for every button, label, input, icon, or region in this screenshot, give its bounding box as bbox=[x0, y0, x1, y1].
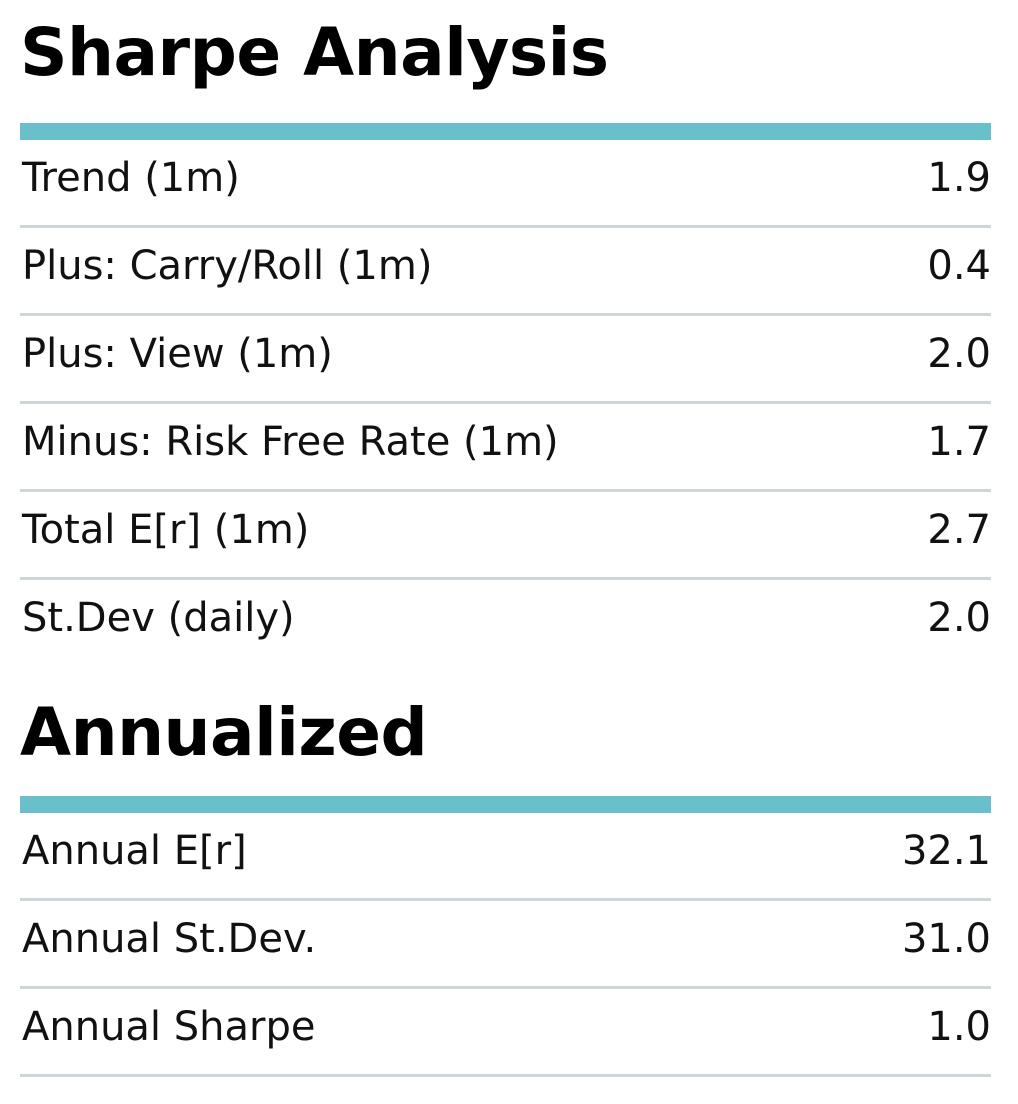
sharpe-analysis-table: Trend (1m) 1.9 Plus: Carry/Roll (1m) 0.4… bbox=[20, 140, 991, 668]
table-row-trend: Trend (1m) 1.9 bbox=[20, 140, 991, 228]
table-row-annual-er: Annual E[r] 32.1 bbox=[20, 813, 991, 901]
table-row-carry-roll: Plus: Carry/Roll (1m) 0.4 bbox=[20, 228, 991, 316]
row-value: 1.7 bbox=[927, 419, 991, 465]
row-value: 31.0 bbox=[901, 916, 991, 962]
row-label: Total E[r] (1m) bbox=[22, 507, 310, 553]
row-label: Plus: View (1m) bbox=[22, 331, 333, 377]
table-row-annual-st-dev: Annual St.Dev. 31.0 bbox=[20, 901, 991, 989]
row-label: Minus: Risk Free Rate (1m) bbox=[22, 419, 559, 465]
table-row-st-dev: St.Dev (daily) 2.0 bbox=[20, 580, 991, 668]
annualized-accent-bar bbox=[20, 796, 991, 813]
row-value: 0.4 bbox=[927, 243, 991, 289]
row-value: 2.0 bbox=[927, 331, 991, 377]
row-value: 2.7 bbox=[927, 507, 991, 553]
row-label: Annual E[r] bbox=[22, 828, 247, 874]
row-label: Plus: Carry/Roll (1m) bbox=[22, 243, 433, 289]
table-row-view: Plus: View (1m) 2.0 bbox=[20, 316, 991, 404]
row-value: 32.1 bbox=[901, 828, 991, 874]
row-value: 2.0 bbox=[927, 595, 991, 641]
table-row-risk-free-rate: Minus: Risk Free Rate (1m) 1.7 bbox=[20, 404, 991, 492]
sharpe-analysis-title: Sharpe Analysis bbox=[20, 14, 609, 91]
row-label: Annual St.Dev. bbox=[22, 916, 317, 962]
sharpe-analysis-accent-bar bbox=[20, 123, 991, 140]
annualized-table: Annual E[r] 32.1 Annual St.Dev. 31.0 Ann… bbox=[20, 813, 991, 1077]
table-row-annual-sharpe: Annual Sharpe 1.0 bbox=[20, 989, 991, 1077]
row-label: St.Dev (daily) bbox=[22, 595, 295, 641]
table-row-total-er: Total E[r] (1m) 2.7 bbox=[20, 492, 991, 580]
row-label: Annual Sharpe bbox=[22, 1004, 316, 1050]
annualized-title: Annualized bbox=[20, 694, 428, 771]
row-value: 1.0 bbox=[927, 1004, 991, 1050]
row-value: 1.9 bbox=[927, 155, 991, 201]
row-label: Trend (1m) bbox=[22, 155, 240, 201]
